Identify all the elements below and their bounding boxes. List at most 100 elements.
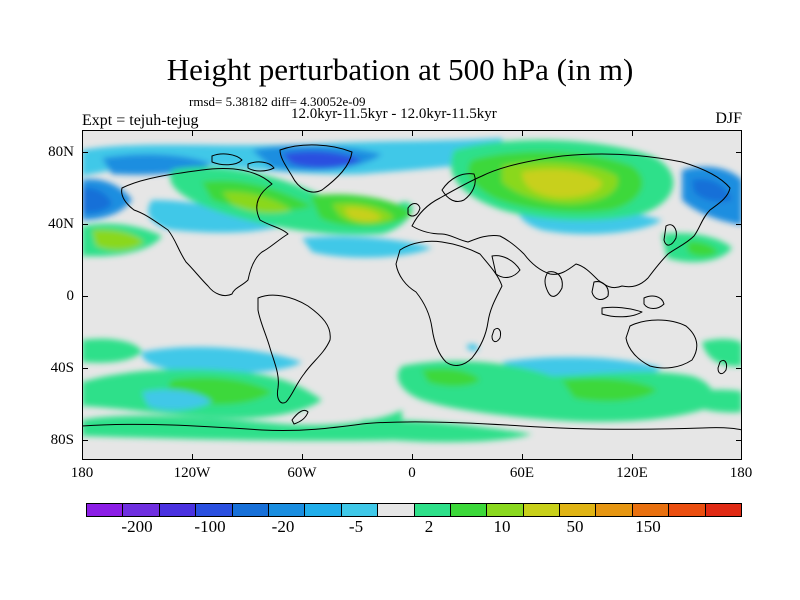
coastline-antarctic-peninsula xyxy=(291,409,309,425)
colorbar-segment xyxy=(669,504,706,516)
season-label: DJF xyxy=(715,110,742,127)
anomaly-fields xyxy=(82,138,742,443)
experiment-label: Expt = tejuh-tejug xyxy=(82,112,199,129)
nh-positive-region xyxy=(687,241,718,257)
contour-map xyxy=(82,130,742,460)
colorbar-segment xyxy=(705,504,742,516)
lon-tick xyxy=(82,454,83,460)
coastline-north-america xyxy=(121,168,289,297)
coastline-arabia xyxy=(491,255,521,278)
lon-label: 60W xyxy=(287,465,317,481)
colorbar-label: -100 xyxy=(194,517,226,536)
colorbar-label: 2 xyxy=(424,517,434,536)
sh-positive-region xyxy=(82,410,402,441)
lon-label: 120E xyxy=(616,465,648,481)
coastline-scandinavia xyxy=(441,173,476,203)
lon-label: 180 xyxy=(70,465,94,481)
colorbar-label: 150 xyxy=(635,517,661,536)
coastline-indonesia xyxy=(601,306,643,318)
colorbar-segment xyxy=(523,504,561,516)
colorbar-segment xyxy=(159,504,197,516)
nh-negative-region xyxy=(82,187,112,213)
lon-label: 0 xyxy=(408,465,416,481)
colorbar-segment xyxy=(560,504,597,516)
coastline-madagascar xyxy=(491,327,501,343)
lon-label: 60E xyxy=(509,465,535,481)
coastline-southeast-asia xyxy=(591,281,609,300)
lat-tick xyxy=(82,440,88,441)
coastline-arctic-islands xyxy=(247,161,275,172)
lon-label: 180 xyxy=(729,465,753,481)
lon-tick xyxy=(302,454,303,460)
lat-label: 40N xyxy=(48,216,74,232)
sh-negative-region xyxy=(466,343,479,351)
coastline-antarctica xyxy=(82,421,742,432)
lat-tick xyxy=(736,224,742,225)
colorbar-segment xyxy=(596,504,633,516)
lon-tick xyxy=(192,130,193,136)
map-panel xyxy=(82,130,742,460)
coastline-africa xyxy=(395,240,503,366)
coastline-japan xyxy=(663,224,677,246)
stats-subtitle: rmsd= 5.38182 diff= 4.30052e-09 xyxy=(189,94,366,109)
lat-label: 80S xyxy=(50,432,74,448)
nh-negative-region xyxy=(692,179,732,202)
nh-positive-region xyxy=(92,229,144,251)
coastline-india xyxy=(544,271,563,297)
lon-tick xyxy=(632,130,633,136)
colorbar-segment xyxy=(450,504,488,516)
lat-tick xyxy=(82,296,88,297)
coastline-arctic-islands xyxy=(211,153,243,166)
colorbar-segment xyxy=(378,504,415,516)
lon-tick xyxy=(632,454,633,460)
colorbar-segment xyxy=(632,504,670,516)
colorbar-segment xyxy=(123,504,160,516)
sh-negative-region xyxy=(141,347,302,374)
lat-tick xyxy=(736,152,742,153)
nh-positive-region xyxy=(344,207,382,222)
colorbar-segment xyxy=(196,504,233,516)
lon-tick xyxy=(302,130,303,136)
coastline-south-america xyxy=(257,294,331,404)
lon-tick xyxy=(192,454,193,460)
coastline-british-isles xyxy=(407,203,421,217)
colorbar-label: 50 xyxy=(566,517,584,536)
lat-tick xyxy=(736,440,742,441)
colorbar-label: -20 xyxy=(271,517,295,536)
sh-negative-region xyxy=(702,338,742,367)
lat-label: 0 xyxy=(66,288,75,304)
lon-tick xyxy=(741,454,742,460)
colorbar-segment xyxy=(87,504,124,516)
sh-positive-region xyxy=(422,368,480,387)
lat-tick xyxy=(82,224,88,225)
colorbar-segment xyxy=(268,504,306,516)
sh-positive-region xyxy=(362,419,532,443)
nh-negative-region xyxy=(148,200,282,233)
sh-positive-region xyxy=(397,361,713,422)
sh-positive-region xyxy=(682,389,742,413)
sh-positive-region xyxy=(562,378,657,402)
lon-tick xyxy=(412,454,413,460)
lon-label: 120W xyxy=(173,465,211,481)
coastline-indonesia xyxy=(643,295,665,309)
colorbar-segment xyxy=(487,504,524,516)
coastline-eurasia xyxy=(411,153,731,289)
colorbar-label: -5 xyxy=(348,517,364,536)
sh-negative-region xyxy=(82,338,142,363)
colorbar-segment xyxy=(341,504,379,516)
colorbar-segment xyxy=(414,504,451,516)
lon-tick xyxy=(522,454,523,460)
colorbar-label: -200 xyxy=(121,517,153,536)
lat-label: 80N xyxy=(48,144,74,160)
coastline-australia xyxy=(625,319,698,369)
lat-tick xyxy=(736,368,742,369)
coastlines xyxy=(82,144,742,432)
lon-tick xyxy=(522,130,523,136)
period-subtitle: 12.0kyr-11.5kyr - 12.0kyr-11.5kyr xyxy=(291,106,497,122)
coastline-new-zealand xyxy=(717,359,727,375)
plot-title: Height perturbation at 500 hPa (in m) xyxy=(166,52,634,87)
lon-tick xyxy=(412,130,413,136)
colorbar-label: 10 xyxy=(493,517,511,536)
lat-label: 40S xyxy=(50,360,74,376)
lat-tick xyxy=(82,368,88,369)
